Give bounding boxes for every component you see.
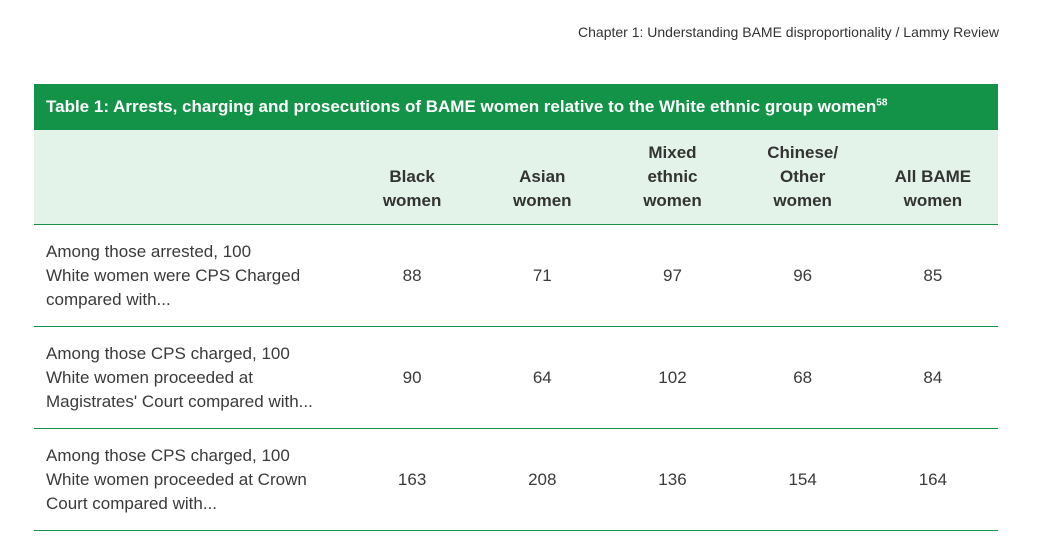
row-label-line: Court compared with...	[46, 493, 218, 513]
row-label: Among those arrested, 100 White women we…	[34, 224, 347, 327]
row-label-line: White women were CPS Charged	[46, 265, 301, 285]
table-cell: 136	[607, 428, 738, 531]
table-cell: 71	[477, 224, 608, 327]
header-line: Chinese/	[767, 143, 839, 162]
table-cell: 208	[477, 428, 608, 531]
table-cell: 164	[867, 428, 998, 531]
column-header-all-bame-women: All BAME women	[867, 130, 998, 225]
row-label-line: Among those CPS charged, 100	[46, 445, 290, 465]
row-label-line: Among those CPS charged, 100	[46, 343, 290, 363]
column-header-chinese-other-women: Chinese/ Other women	[737, 130, 868, 225]
table-cell: 154	[737, 428, 868, 531]
header-line: Mixed	[648, 143, 697, 162]
row-label-line: Magistrates' Court compared with...	[46, 391, 313, 411]
data-table: Black women Asian women Mixed ethnic wom…	[34, 130, 998, 531]
table-cell: 84	[867, 326, 998, 429]
table-cell: 90	[347, 326, 478, 429]
header-line: women	[382, 191, 442, 210]
row-label: Among those CPS charged, 100 White women…	[34, 428, 347, 531]
table-cell: 68	[737, 326, 868, 429]
table-cell: 88	[347, 224, 478, 327]
column-header-asian-women: Asian women	[477, 130, 608, 225]
row-label-line: White women proceeded at	[46, 367, 253, 387]
table-cell: 85	[867, 224, 998, 327]
table-cell: 102	[607, 326, 738, 429]
table-cell: 96	[737, 224, 868, 327]
table-caption-text: Table 1: Arrests, charging and prosecuti…	[46, 97, 877, 116]
table-header-row: Black women Asian women Mixed ethnic wom…	[34, 130, 998, 225]
row-label-line: Among those arrested, 100	[46, 241, 252, 261]
row-label-line: compared with...	[46, 289, 171, 309]
footnote-reference[interactable]: 58	[876, 97, 888, 109]
table-row-crown-court: Among those CPS charged, 100 White women…	[34, 428, 998, 531]
table-caption: Table 1: Arrests, charging and prosecuti…	[34, 84, 998, 130]
header-line: ethnic	[647, 167, 698, 186]
header-line: women	[643, 191, 702, 210]
header-line: Black	[389, 167, 435, 186]
column-header-mixed-ethnic-women: Mixed ethnic women	[607, 130, 738, 225]
header-line: women	[773, 191, 832, 210]
data-table-container: Table 1: Arrests, charging and prosecuti…	[34, 84, 998, 531]
table-cell: 97	[607, 224, 738, 327]
column-header-black-women: Black women	[347, 130, 478, 225]
header-line: Other	[779, 167, 826, 186]
running-header: Chapter 1: Understanding BAME disproport…	[578, 24, 999, 40]
header-blank-cell	[34, 130, 347, 225]
row-label: Among those CPS charged, 100 White women…	[34, 326, 347, 429]
table-cell: 163	[347, 428, 478, 531]
table-row-cps-charged: Among those arrested, 100 White women we…	[34, 224, 998, 327]
table-row-magistrates-court: Among those CPS charged, 100 White women…	[34, 326, 998, 429]
header-line: Asian	[519, 167, 566, 186]
table-cell: 64	[477, 326, 608, 429]
header-line: All BAME	[894, 167, 972, 186]
header-line: women	[903, 191, 963, 210]
header-line: women	[513, 191, 572, 210]
row-label-line: White women proceeded at Crown	[46, 469, 307, 489]
